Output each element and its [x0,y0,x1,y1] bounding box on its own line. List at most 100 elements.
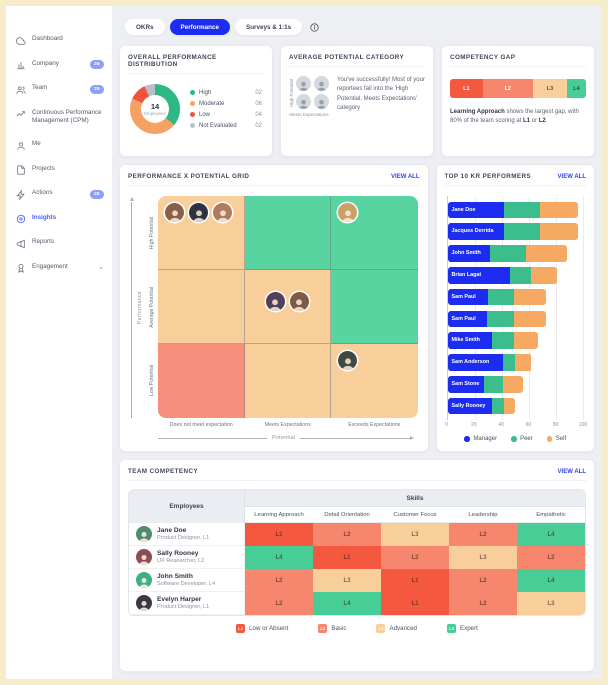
competency-cell-l4[interactable]: L4 [313,592,381,615]
chart-gridline [474,196,476,420]
bar-segment-self [513,310,547,328]
bar-segment-self [526,245,567,262]
info-icon[interactable] [310,22,319,32]
competency-gap-bar[interactable]: L1 L2 L3 L4 [450,79,586,98]
grid-cell-r3c2[interactable] [244,344,331,418]
employee-avatar [136,526,152,542]
employee-avatar[interactable] [289,292,309,311]
employee-avatar[interactable] [189,203,208,222]
grid-column-label: Meets Expectations [264,422,311,428]
employee-avatar [136,549,152,565]
competency-cell-l3[interactable]: L3 [517,592,585,615]
performer-name: Sam Paul [451,293,476,300]
competency-cell-l4[interactable]: L4 [517,523,585,546]
legend-item-self: Self [546,436,567,442]
grid-cell-r1c2[interactable] [244,196,331,270]
legend-label: High [199,89,212,96]
sidebar-item-team[interactable]: Team 25 [14,77,108,102]
competency-cell-l4[interactable]: L4 [245,546,313,569]
employee-avatar[interactable] [165,203,184,222]
sidebar-item-dashboard[interactable]: Dashboard [14,28,108,53]
tab-performance[interactable]: Performance [169,19,230,35]
grid-cell-r3c1[interactable] [158,344,245,418]
performer-bar-row[interactable]: Sam Anderson [447,354,584,371]
card-title: TOP 10 KR PERFORMERS [444,173,531,180]
performer-bar-row[interactable]: Sally Rooney [447,397,584,415]
sidebar-item-continuous-performance-managem[interactable]: Continuous Performance Management (CPM) [14,102,108,134]
legend-label: Self [555,436,567,442]
performer-bar-row[interactable]: Jacques Derrida [447,223,584,240]
tab-surveys-1-1s[interactable]: Surveys & 1:1s [235,19,303,35]
nine-box-grid[interactable] [158,196,418,418]
kr-performers-chart[interactable]: Jane Doe Jacques Derrida John Smith Brian L… [446,196,584,420]
performer-bar-row[interactable]: Sam Stone [447,376,584,393]
card-average-potential-category: AVERAGE POTENTIAL CATEGORY High Potentia… [280,45,434,157]
competency-cell-l2[interactable]: L2 [449,523,517,546]
bar-segment-manager [447,201,505,219]
competency-cell-l1[interactable]: L1 [381,592,449,615]
competency-cell-l3[interactable]: L3 [449,546,517,569]
performer-bar-row[interactable]: Brian Lagat [447,267,584,284]
performer-name: Jacques Derrida [451,228,494,235]
sidebar-item-company[interactable]: Company 26 [14,53,108,78]
grid-cell-r3c3[interactable] [331,344,418,418]
sidebar-item-label: Actions [32,189,53,197]
performer-bar-row[interactable]: Jane Doe [447,201,584,219]
competency-cell-l2[interactable]: L2 [245,592,313,615]
sidebar-item-actions[interactable]: Actions 25 [14,182,108,207]
tab-bar: OKRs Performance Surveys & 1:1s [119,13,595,38]
competency-cell-l1[interactable]: L1 [313,546,381,569]
competency-cell-l1[interactable]: L1 [245,523,313,546]
view-all-link[interactable]: VIEW ALL [557,468,586,475]
competency-cell-l3[interactable]: L3 [313,569,381,592]
card-competency-gap: COMPETENCY GAP L1 L2 L3 L4 Learning Approac… [441,45,595,157]
sidebar-item-me[interactable]: Me [14,133,108,158]
employee-cell[interactable]: Evelyn Harper Product Designer, L1 [129,592,245,615]
competency-cell-l4[interactable]: L4 [517,569,585,592]
performer-name: Jane Doe [451,206,476,213]
employee-cell[interactable]: Sally Rooney UX Researcher, L2 [129,546,245,569]
performance-donut-chart[interactable]: 14 Employees [130,84,180,134]
grid-cell-r1c1[interactable] [158,196,245,270]
card-performance-potential-grid: PERFORMANCE X POTENTIAL GRID VIEW ALL Pe… [119,164,429,452]
competency-cell-l3[interactable]: L3 [381,523,449,546]
employee-avatar[interactable] [213,203,232,222]
level-swatch-l4: L4 [447,624,456,633]
performer-bar-row[interactable]: John Smith [447,245,584,262]
sidebar-item-reports[interactable]: Reports [14,231,108,256]
competency-cell-l2[interactable]: L2 [313,523,381,546]
count-badge: 26 [89,60,104,69]
employee-avatar[interactable] [338,351,357,370]
bar-segment-manager [447,310,487,328]
grid-cell-r2c1[interactable] [158,270,245,344]
competency-cell-l1[interactable]: L1 [381,569,449,592]
grid-cell-r2c3[interactable] [331,270,418,344]
competency-cell-l2[interactable]: L2 [245,569,313,592]
performer-name: Sam Anderson [451,359,490,366]
performer-bar-row[interactable]: Sam Paul [447,288,584,306]
performance-axis-line [128,196,135,418]
grid-cell-r2c2[interactable] [244,270,331,344]
sidebar-item-insights[interactable]: Insights [14,207,108,232]
employee-cell[interactable]: John Smith Software Developer, L4 [129,569,245,592]
competency-cell-l2[interactable]: L2 [381,546,449,569]
competency-cell-l2[interactable]: L2 [449,592,517,615]
employee-cell[interactable]: Jane Doe Product Designer, L1 [129,523,245,546]
performer-bar-row[interactable]: Sam Paul [447,310,584,328]
legend-dot [190,101,195,106]
competency-cell-l2[interactable]: L2 [517,546,585,569]
chart-gridline [555,196,557,420]
competency-cell-l2[interactable]: L2 [449,569,517,592]
bar-segment-peer [489,245,527,262]
level-legend-item: L1 Low or Absent [236,624,288,633]
view-all-link[interactable]: VIEW ALL [557,173,586,180]
grid-cell-r1c3[interactable] [331,196,418,270]
sidebar-item-projects[interactable]: Projects [14,158,108,183]
performer-bar [447,223,578,240]
sidebar-item-engagement[interactable]: Engagement ⌄ [14,256,108,281]
employee-avatar[interactable] [338,203,357,222]
employee-avatar[interactable] [265,292,285,311]
view-all-link[interactable]: VIEW ALL [391,173,420,180]
performer-bar-row[interactable]: Mike Smith [447,332,584,349]
tab-okrs[interactable]: OKRs [125,19,165,35]
